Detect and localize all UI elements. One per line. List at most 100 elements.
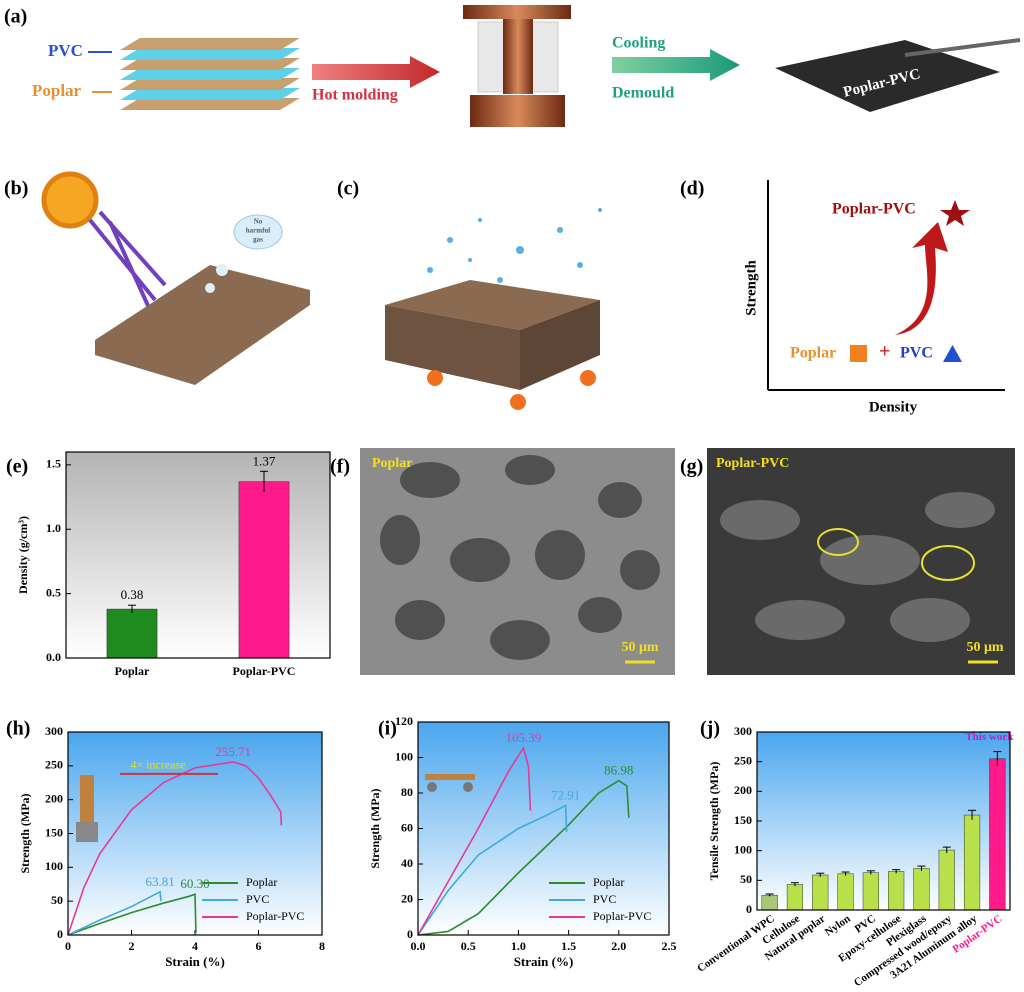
y-tick-label: 250 [734, 753, 752, 767]
plate [775, 40, 1000, 112]
plot-background [418, 722, 669, 935]
x-tick-label: 0.0 [411, 939, 426, 953]
legend-label: Poplar-PVC [246, 909, 304, 923]
y-tick-label: 40 [401, 856, 413, 870]
pores [380, 455, 660, 660]
panel-label: (b) [4, 178, 28, 200]
inset-bar [425, 774, 475, 780]
label-hot: Hot molding [312, 87, 398, 104]
bar [837, 873, 854, 911]
y-tick-label: 100 [395, 749, 413, 763]
y-tick-label: 150 [734, 813, 752, 827]
panel-label: (e) [6, 456, 28, 478]
y-tick-label: 20 [401, 891, 413, 905]
label-top: Poplar-PVC [832, 201, 916, 218]
value-label: 72.91 [551, 788, 580, 803]
value-label: 86.98 [604, 763, 633, 778]
legend-label: Poplar [246, 875, 277, 889]
y-tick-label: 200 [734, 783, 752, 797]
line [67, 890, 162, 936]
x-tick-label: Nylon [823, 913, 853, 939]
image-label: Poplar [372, 456, 412, 471]
bar [786, 884, 804, 911]
line [67, 761, 283, 936]
x-tick-label: 0 [65, 939, 71, 953]
legend-label: PVC [593, 892, 616, 906]
value-label: 255.71 [215, 744, 251, 759]
bar [888, 871, 905, 911]
x-tick-label: 1.5 [561, 939, 576, 953]
axis-label: Strength [743, 260, 759, 316]
inset-support [463, 782, 473, 792]
highlight [921, 545, 975, 581]
line [417, 804, 568, 936]
value-label: 105.39 [506, 730, 542, 745]
legend-label: PVC [246, 892, 269, 906]
axis-label: Density [869, 399, 918, 415]
scale-label: 50 μm [966, 640, 1003, 655]
square [850, 345, 867, 362]
panel-label: (d) [680, 178, 704, 200]
image-label: Poplar-PVC [716, 456, 789, 471]
label-cooling: Cooling [612, 35, 665, 52]
plot-frame [756, 731, 1011, 911]
slab-side [520, 300, 600, 390]
label-demould: Demould [612, 85, 674, 102]
x-axis-label: Strain (%) [165, 954, 225, 969]
panel-label: (i) [378, 718, 397, 740]
legend-label: Poplar-PVC [593, 909, 651, 923]
x-tick-label: 1.0 [511, 939, 526, 953]
y-tick-label: 80 [401, 785, 413, 799]
value-label: 1.37 [253, 453, 276, 468]
x-tick-label: 2 [129, 939, 135, 953]
label-pvc: PVC [900, 345, 933, 362]
bubble-text: No [254, 218, 263, 226]
panel-label: (h) [6, 718, 30, 740]
bubble [233, 214, 283, 250]
x-tick-label: 8 [319, 939, 325, 953]
axes-d [767, 180, 1005, 391]
y-tick-label: 100 [734, 842, 752, 856]
sun [41, 171, 99, 229]
inset-specimen [80, 775, 94, 825]
curved-arrow [895, 222, 948, 335]
y-axis-label: Tensile Strength (MPa) [707, 762, 721, 881]
label-poplar: Poplar [790, 345, 836, 362]
inset-grip [76, 822, 98, 842]
annotation: 4× increase [130, 758, 185, 772]
y-axis-label: Density (g/cm³) [16, 516, 30, 594]
plot-frame [67, 731, 323, 936]
tweezer [904, 38, 1021, 57]
bar [913, 868, 930, 911]
y-tick-label: 250 [45, 758, 63, 772]
value-label: 63.81 [145, 874, 174, 889]
scale-label: 50 μm [621, 640, 658, 655]
y-tick-label: 0 [746, 902, 752, 916]
highlight [817, 528, 859, 556]
value-label: 60.30 [180, 876, 209, 891]
flame [510, 394, 526, 410]
y-tick-label: 1.5 [46, 457, 61, 471]
y-tick-label: 200 [45, 791, 63, 805]
star [940, 200, 970, 226]
slab-b [95, 265, 310, 385]
x-tick-label: Poplar-PVC [233, 664, 296, 678]
panel-label: (j) [700, 718, 720, 740]
x-tick-label: 0.5 [461, 939, 476, 953]
x-tick-label: 2.5 [662, 939, 677, 953]
light-rays [88, 210, 167, 311]
y-tick-label: 50 [740, 872, 752, 886]
layer-stack [120, 38, 300, 110]
line [67, 893, 197, 936]
triangle [943, 345, 962, 362]
plot-frame [65, 451, 331, 659]
y-tick-label: 100 [45, 859, 63, 873]
y-tick-label: 300 [45, 724, 63, 738]
y-tick-label: 120 [395, 714, 413, 728]
texture [720, 492, 995, 642]
x-tick-label: Poplar [115, 664, 150, 678]
line [417, 745, 532, 936]
slab-top [385, 280, 600, 330]
y-tick-label: 0 [57, 927, 63, 941]
